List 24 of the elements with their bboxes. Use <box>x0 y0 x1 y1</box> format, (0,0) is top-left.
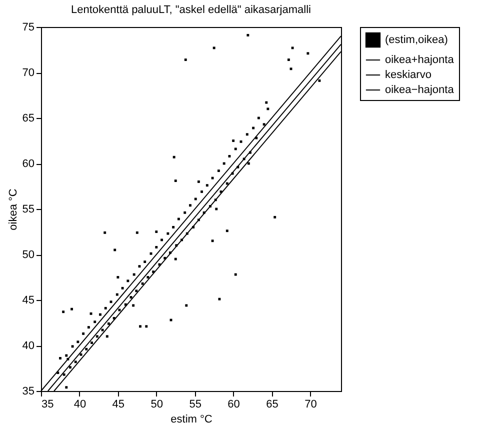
x-tick-label: 70 <box>304 398 317 410</box>
y-tick-label: 60 <box>22 158 34 170</box>
y-tick-label: 50 <box>22 249 34 261</box>
legend-label: keskiarvo <box>385 69 432 81</box>
y-tick-label: 65 <box>22 112 34 124</box>
x-tick-label: 50 <box>150 398 164 410</box>
x-tick-label: 65 <box>266 398 278 410</box>
chart-title: Lentokenttä paluuLT, "askel edellä" aikasarjamalli <box>71 4 311 16</box>
x-tick-label: 45 <box>112 398 125 410</box>
legend-label: oikea+hajonta <box>385 54 455 66</box>
y-tick-label: 55 <box>22 204 34 216</box>
y-tick-label: 35 <box>22 386 34 398</box>
y-axis-title: oikea °C <box>7 188 20 230</box>
legend-label: (estim,oikea) <box>385 34 448 46</box>
x-tick-label: 35 <box>42 398 54 410</box>
y-tick-label: 45 <box>22 294 34 306</box>
y-tick-label: 70 <box>22 67 34 79</box>
x-tick-label: 55 <box>189 398 202 410</box>
y-tick-label: 40 <box>22 340 34 352</box>
legend-label: oikea−hajonta <box>385 84 455 96</box>
x-tick-label: 60 <box>228 398 240 410</box>
x-axis-title: estim °C <box>170 414 212 425</box>
y-tick-label: 75 <box>22 22 34 34</box>
x-tick-label: 40 <box>74 398 86 410</box>
